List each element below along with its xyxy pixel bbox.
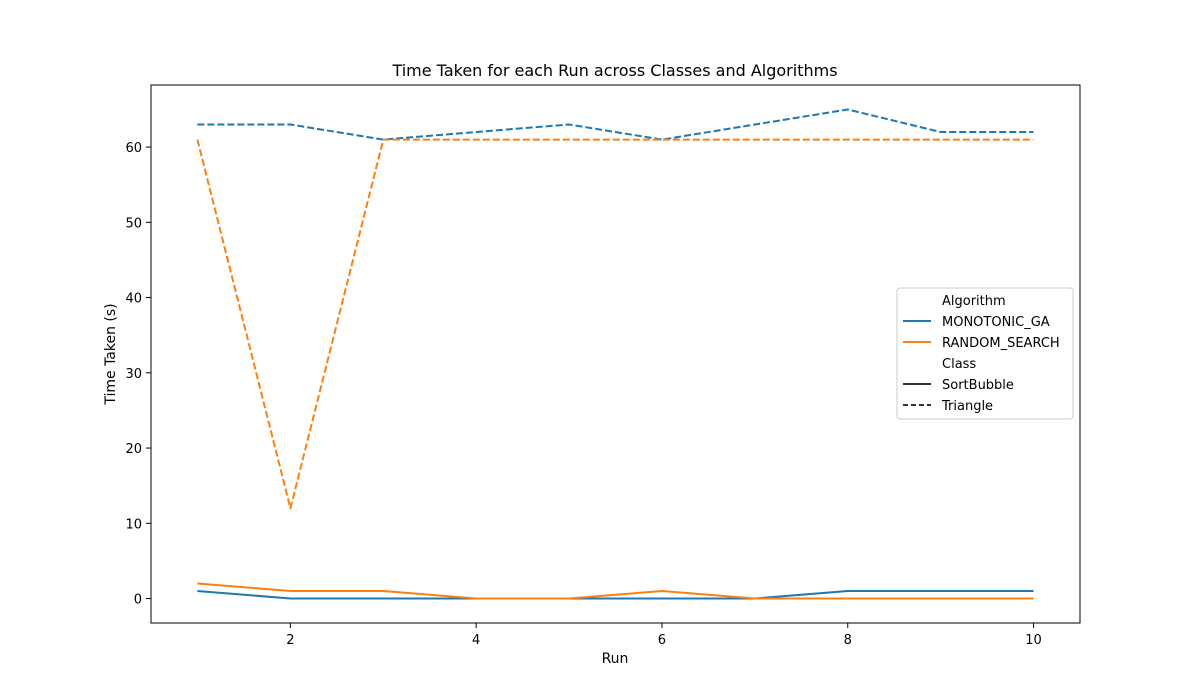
y-tick-label-10: 10 (125, 517, 142, 532)
legend-item-class-1: SortBubble (942, 378, 1014, 393)
y-tick-label-60: 60 (125, 141, 142, 156)
y-tick-label-30: 30 (125, 367, 142, 382)
legend-item-algorithm-1: MONOTONIC_GA (942, 315, 1050, 330)
x-tick-label-10: 10 (1025, 633, 1042, 648)
series-line-2 (197, 582, 1034, 600)
chart-title: Time Taken for each Run across Classes a… (391, 61, 837, 80)
y-axis-label: Time Taken (s) (103, 303, 119, 405)
y-tick-label-20: 20 (125, 442, 142, 457)
x-tick-label-4: 4 (472, 633, 480, 648)
y-tick-label-40: 40 (125, 292, 142, 307)
legend-title-algorithm: Algorithm (942, 294, 1006, 309)
series-line-1 (197, 590, 1034, 600)
legend-frame (896, 287, 1074, 420)
y-tick-label-0: 0 (134, 593, 142, 608)
series-line-3 (197, 108, 1034, 141)
legend-item-class-2: Triangle (941, 399, 993, 414)
axes-frame (150, 84, 1081, 624)
legend: Algorithm MONOTONIC_GA RANDOM_SEARCH Cla… (896, 287, 1074, 420)
y-tick-label-50: 50 (125, 216, 142, 231)
legend-item-algorithm-2: RANDOM_SEARCH (942, 336, 1060, 351)
x-tick-label-6: 6 (658, 633, 666, 648)
series-line-4 (196, 138, 1034, 510)
x-tick-label-2: 2 (286, 633, 294, 648)
x-axis-label: Run (602, 651, 629, 667)
plot-area: 2 4 6 8 10 0 10 20 30 40 50 60 (125, 84, 1081, 648)
legend-title-class: Class (942, 357, 976, 372)
x-tick-label-8: 8 (844, 633, 852, 648)
